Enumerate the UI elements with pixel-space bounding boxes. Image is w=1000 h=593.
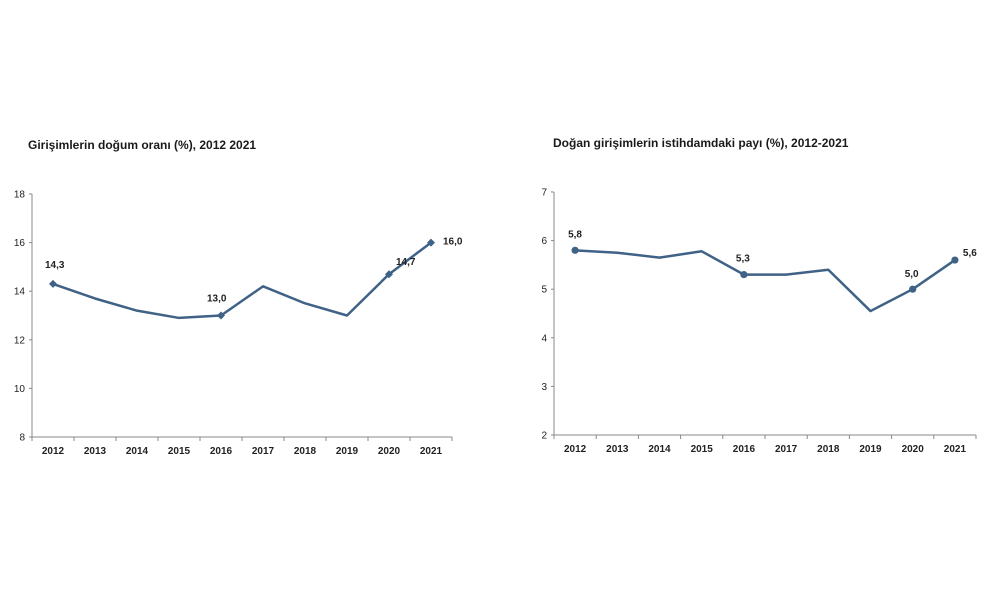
y-tick-label: 2: [541, 431, 547, 442]
x-tick-label: 2013: [606, 444, 629, 455]
y-tick-label: 10: [14, 384, 26, 395]
chart-birth-rate: Girişimlerin doğum oranı (%), 2012 2021 …: [14, 138, 463, 457]
x-tick-label: 2014: [126, 446, 149, 457]
x-tick-label: 2015: [691, 444, 714, 455]
x-tick-label: 2020: [902, 444, 925, 455]
chart-title: Girişimlerin doğum oranı (%), 2012 2021: [28, 138, 256, 152]
data-label: 14,3: [45, 260, 65, 271]
data-point-marker: [951, 256, 959, 264]
x-tick-label: 2013: [84, 446, 107, 457]
y-tick-label: 5: [541, 285, 547, 296]
x-tick-label: 2015: [168, 446, 191, 457]
data-label: 5,0: [905, 269, 919, 280]
data-label: 13,0: [207, 294, 227, 305]
x-tick-label: 2014: [648, 444, 671, 455]
x-tick-label: 2016: [210, 446, 233, 457]
data-point-marker: [909, 285, 917, 293]
x-tick-label: 2017: [252, 446, 275, 457]
data-label: 5,8: [568, 229, 582, 240]
data-point-marker: [740, 271, 748, 279]
data-label: 5,3: [736, 254, 750, 265]
x-tick-label: 2019: [336, 446, 359, 457]
data-point-marker: [571, 246, 579, 254]
series-line: [52, 241, 432, 320]
x-tick-label: 2021: [944, 444, 967, 455]
y-tick-label: 7: [541, 188, 547, 199]
x-tick-label: 2020: [378, 446, 401, 457]
y-tick-label: 16: [14, 238, 26, 249]
series-line: [575, 249, 956, 313]
x-tick-label: 2017: [775, 444, 798, 455]
x-tick-label: 2012: [42, 446, 65, 457]
y-tick-label: 4: [541, 333, 547, 344]
data-point-marker: [217, 311, 225, 320]
x-tick-label: 2018: [294, 446, 317, 457]
x-tick-label: 2012: [564, 444, 587, 455]
y-tick-label: 3: [541, 382, 547, 393]
data-label: 16,0: [443, 237, 463, 248]
data-label: 14,7: [396, 257, 416, 268]
data-point-marker: [385, 270, 393, 279]
y-tick-label: 18: [14, 190, 26, 201]
data-label: 5,6: [963, 248, 977, 259]
x-tick-label: 2018: [817, 444, 840, 455]
chart-title: Doğan girişimlerin istihdamdaki payı (%)…: [553, 136, 849, 150]
data-point-marker: [427, 238, 435, 247]
data-point-marker: [49, 279, 57, 288]
y-tick-label: 14: [14, 287, 26, 298]
y-tick-label: 6: [541, 236, 547, 247]
y-tick-label: 8: [19, 433, 25, 444]
x-tick-label: 2016: [733, 444, 756, 455]
x-tick-label: 2021: [420, 446, 443, 457]
y-tick-label: 12: [14, 335, 26, 346]
x-tick-label: 2019: [859, 444, 882, 455]
chart-employment-share: Doğan girişimlerin istihdamdaki payı (%)…: [541, 136, 977, 455]
